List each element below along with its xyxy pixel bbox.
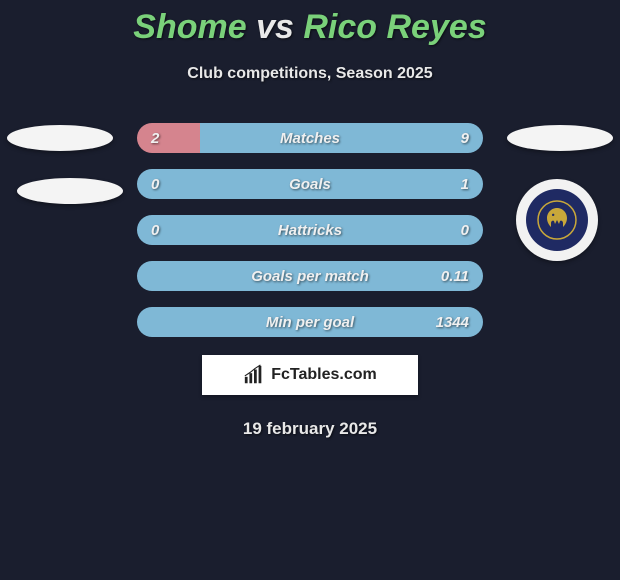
date-text: 19 february 2025 (0, 419, 620, 439)
stat-rows: 2Matches90Goals10Hattricks0Goals per mat… (137, 123, 483, 337)
stat-label: Goals per match (197, 268, 423, 285)
stat-label: Matches (197, 130, 423, 147)
team-badge-inner (526, 189, 588, 251)
stat-value-left: 0 (137, 222, 197, 239)
player2-badge-placeholder-1 (507, 125, 613, 151)
stat-value-right: 0 (423, 222, 483, 239)
stat-value-right: 9 (423, 130, 483, 147)
stat-row: Goals per match0.11 (137, 261, 483, 291)
vs-text: vs (256, 8, 294, 46)
player1-badge-placeholder-2 (17, 178, 123, 204)
stats-section: 2Matches90Goals10Hattricks0Goals per mat… (0, 123, 620, 337)
page-title: Shome vs Rico Reyes (0, 0, 620, 47)
stat-value-right: 1344 (423, 314, 483, 331)
stat-row: 0Hattricks0 (137, 215, 483, 245)
player2-name: Rico Reyes (303, 8, 486, 46)
stat-value-left: 2 (137, 130, 197, 147)
stat-row: Min per goal1344 (137, 307, 483, 337)
pumas-icon (537, 200, 577, 240)
brand-text: FcTables.com (271, 366, 377, 384)
brand-banner: FcTables.com (202, 355, 418, 395)
stat-label: Hattricks (197, 222, 423, 239)
stat-row: 2Matches9 (137, 123, 483, 153)
team-badge (516, 179, 598, 261)
subtitle: Club competitions, Season 2025 (0, 65, 620, 83)
player1-name: Shome (133, 8, 246, 46)
bar-chart-icon (243, 364, 265, 386)
player1-badge-placeholder-1 (7, 125, 113, 151)
stat-value-right: 0.11 (423, 268, 483, 285)
stat-label: Goals (197, 176, 423, 193)
stat-label: Min per goal (197, 314, 423, 331)
stat-value-right: 1 (423, 176, 483, 193)
stat-row: 0Goals1 (137, 169, 483, 199)
stat-value-left: 0 (137, 176, 197, 193)
